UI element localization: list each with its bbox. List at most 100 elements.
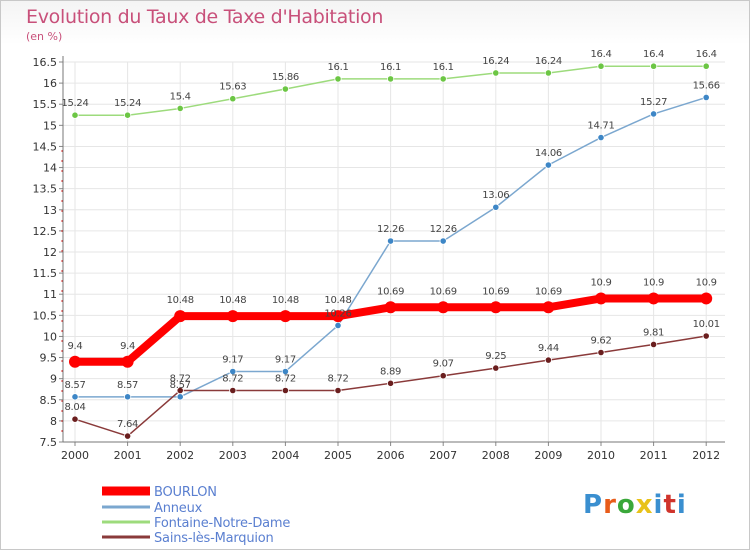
data-point bbox=[492, 69, 500, 77]
data-label: 8.72 bbox=[327, 373, 348, 384]
data-label: 16.24 bbox=[535, 56, 562, 67]
x-tick-label: 2009 bbox=[534, 449, 562, 462]
logo-letter: t bbox=[663, 490, 677, 520]
data-label: 9.4 bbox=[67, 341, 82, 352]
data-point bbox=[334, 75, 342, 83]
legend-label: Fontaine-Notre-Dame bbox=[154, 516, 290, 531]
data-point bbox=[279, 310, 292, 323]
data-point bbox=[384, 301, 397, 314]
data-label: 8.04 bbox=[64, 402, 85, 413]
data-label: 16.4 bbox=[643, 49, 664, 60]
data-point bbox=[489, 301, 502, 314]
y-tick-label: 11.5 bbox=[33, 267, 58, 280]
y-tick-label: 8.5 bbox=[40, 394, 58, 407]
data-point bbox=[702, 62, 710, 70]
data-point bbox=[121, 355, 134, 368]
data-point bbox=[542, 301, 555, 314]
x-tick-label: 2003 bbox=[219, 449, 247, 462]
data-label: 8.72 bbox=[275, 373, 296, 384]
data-point bbox=[124, 393, 132, 401]
data-label: 15.24 bbox=[61, 98, 88, 109]
data-point bbox=[281, 386, 289, 395]
data-point bbox=[595, 292, 607, 305]
data-label: 8.72 bbox=[170, 373, 191, 384]
x-tick-label: 2006 bbox=[377, 449, 405, 462]
data-point bbox=[386, 379, 395, 387]
data-point bbox=[386, 75, 395, 83]
logo-letter: o bbox=[616, 490, 636, 520]
y-tick-label: 16 bbox=[43, 77, 57, 90]
data-point bbox=[439, 237, 447, 245]
y-tick-label: 12.5 bbox=[33, 225, 58, 238]
data-point bbox=[71, 415, 79, 423]
data-point bbox=[597, 62, 605, 70]
data-point bbox=[700, 292, 713, 305]
y-tick-label: 13 bbox=[43, 204, 57, 217]
data-point bbox=[226, 310, 239, 323]
x-tick-label: 2001 bbox=[114, 449, 142, 462]
data-label: 15.63 bbox=[219, 82, 246, 93]
data-label: 15.24 bbox=[114, 98, 141, 109]
data-label: 13.06 bbox=[482, 190, 509, 201]
data-point bbox=[439, 75, 447, 83]
data-label: 10.48 bbox=[272, 295, 299, 306]
data-point bbox=[702, 332, 710, 340]
data-point bbox=[544, 161, 553, 169]
data-point bbox=[174, 310, 187, 323]
data-point bbox=[229, 95, 237, 103]
data-point bbox=[439, 372, 447, 380]
data-point bbox=[544, 356, 553, 364]
y-tick-label: 13.5 bbox=[33, 183, 58, 196]
data-label: 10.69 bbox=[482, 286, 509, 297]
y-tick-label: 14.5 bbox=[33, 140, 58, 153]
data-point bbox=[176, 393, 184, 401]
data-point bbox=[229, 367, 237, 376]
data-label: 8.57 bbox=[64, 380, 85, 391]
y-tick-label: 16.5 bbox=[33, 56, 58, 69]
logo-letter: i bbox=[676, 490, 687, 520]
data-point bbox=[647, 292, 660, 305]
y-tick-label: 7.5 bbox=[40, 436, 58, 449]
data-point bbox=[334, 321, 342, 330]
data-label: 16.24 bbox=[482, 56, 509, 67]
legend-item: BOURLON bbox=[102, 485, 217, 500]
y-tick-label: 9.5 bbox=[40, 352, 58, 365]
legend-label: Sains-lès-Marquion bbox=[154, 531, 274, 546]
legend-item: Sains-lès-Marquion bbox=[102, 531, 274, 546]
data-label: 15.86 bbox=[272, 72, 299, 83]
proxiti-logo: Proxiti bbox=[583, 490, 687, 520]
data-label: 14.71 bbox=[587, 121, 614, 132]
logo-letter: r bbox=[603, 490, 617, 520]
y-tick-label: 15 bbox=[43, 119, 57, 132]
data-point bbox=[649, 110, 658, 118]
data-point bbox=[229, 386, 237, 395]
data-point bbox=[597, 133, 605, 142]
data-point bbox=[597, 348, 605, 357]
data-point bbox=[334, 386, 342, 395]
data-label: 12.26 bbox=[430, 224, 457, 235]
legend-item: Anneux bbox=[102, 501, 203, 516]
x-tick-label: 2000 bbox=[61, 449, 89, 462]
data-label: 8.57 bbox=[170, 380, 191, 391]
data-label: 12.26 bbox=[377, 224, 404, 235]
data-point bbox=[492, 364, 500, 372]
x-tick-label: 2007 bbox=[429, 449, 457, 462]
data-label: 9.25 bbox=[485, 351, 506, 362]
data-point bbox=[332, 310, 344, 323]
data-point bbox=[176, 386, 184, 395]
data-point bbox=[124, 111, 132, 119]
logo-letter: i bbox=[653, 490, 664, 520]
data-label: 16.1 bbox=[433, 62, 454, 73]
data-label: 9.17 bbox=[275, 354, 296, 365]
x-tick-label: 2005 bbox=[324, 449, 352, 462]
x-tick-label: 2008 bbox=[482, 449, 510, 462]
y-unit-label: (en %) bbox=[26, 30, 63, 43]
data-label: 10.9 bbox=[643, 277, 664, 288]
data-point bbox=[71, 393, 79, 401]
data-point bbox=[702, 93, 710, 102]
data-point bbox=[649, 340, 658, 349]
data-point bbox=[437, 301, 450, 314]
y-tick-label: 12 bbox=[43, 246, 57, 259]
data-label: 8.89 bbox=[380, 366, 401, 377]
